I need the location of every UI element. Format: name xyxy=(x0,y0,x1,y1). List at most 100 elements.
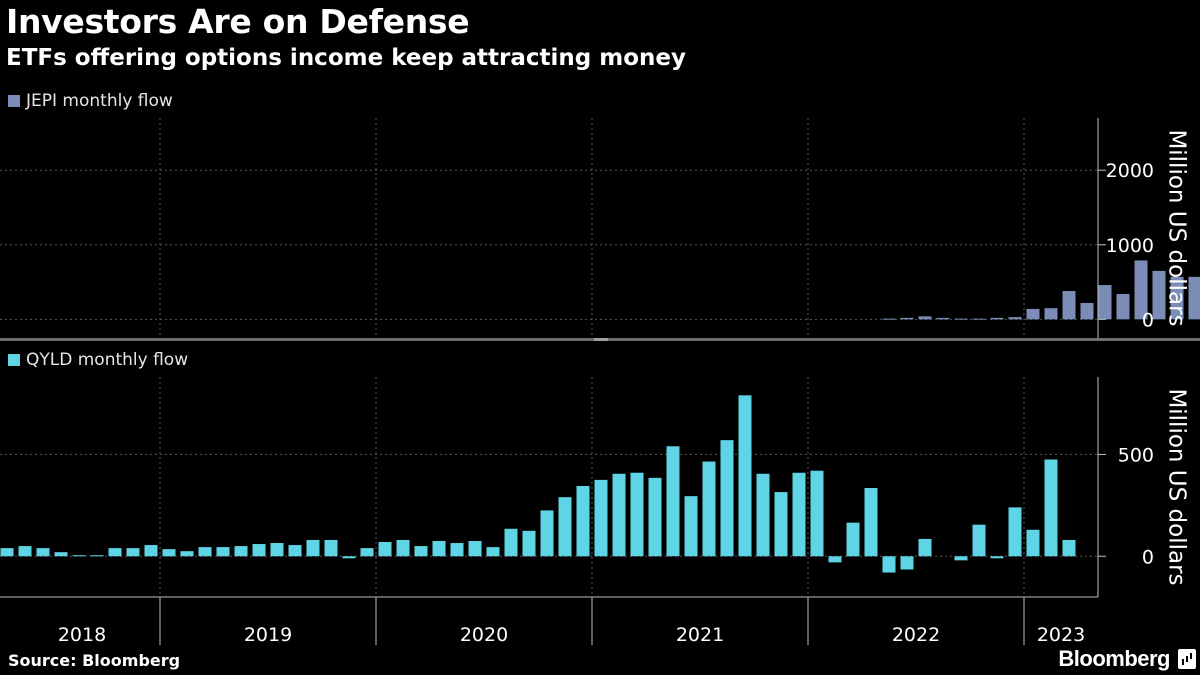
bar-qyld-40 xyxy=(720,440,734,557)
y-axis-title-qyld: Million US dollars xyxy=(1164,388,1190,585)
bar-qyld-10 xyxy=(180,551,194,557)
bar-jepi-49 xyxy=(882,318,896,320)
bar-qyld-13 xyxy=(234,546,248,557)
bar-qyld-51 xyxy=(918,538,932,557)
chart-title: Investors Are on Defense xyxy=(6,2,470,41)
bar-qyld-47 xyxy=(846,522,860,557)
bar-jepi-50 xyxy=(900,317,914,320)
x-tick-label-4: 2022 xyxy=(892,624,940,646)
bar-qyld-24 xyxy=(432,540,446,557)
bar-qyld-50 xyxy=(900,556,914,570)
bar-qyld-32 xyxy=(576,485,590,557)
bar-qyld-53 xyxy=(954,556,968,561)
bar-jepi-59 xyxy=(1062,291,1076,320)
x-tick-label-1: 2019 xyxy=(244,624,292,646)
bar-qyld-9 xyxy=(162,549,176,557)
bar-qyld-48 xyxy=(864,488,878,557)
bar-qyld-58 xyxy=(1044,459,1058,557)
bar-jepi-55 xyxy=(990,317,1004,320)
y-tick-label-jepi-0: 0 xyxy=(1142,309,1154,331)
y-axis-title-jepi: Million US dollars xyxy=(1164,129,1190,326)
y-tick-label-qyld-0: 0 xyxy=(1142,546,1154,568)
bar-qyld-16 xyxy=(288,545,302,557)
bar-qyld-38 xyxy=(684,496,698,557)
bar-jepi-52 xyxy=(936,317,950,320)
legend-jepi: JEPI monthly flow xyxy=(8,91,173,111)
bar-qyld-36 xyxy=(648,477,662,557)
bar-qyld-35 xyxy=(630,472,644,557)
bar-qyld-22 xyxy=(396,539,410,557)
bar-qyld-14 xyxy=(252,544,266,557)
legend-qyld: QYLD monthly flow xyxy=(8,350,188,370)
chart-subtitle: ETFs offering options income keep attrac… xyxy=(6,45,687,71)
bar-qyld-46 xyxy=(828,556,842,563)
bar-jepi-53 xyxy=(954,318,968,320)
x-tick-label-0: 2018 xyxy=(58,624,106,646)
bar-qyld-28 xyxy=(504,528,518,557)
bar-qyld-41 xyxy=(738,395,752,557)
y-tick-label-qyld-1: 500 xyxy=(1118,444,1154,466)
bar-qyld-4 xyxy=(72,555,86,557)
bar-qyld-12 xyxy=(216,547,230,557)
bar-qyld-45 xyxy=(810,470,824,557)
bar-qyld-43 xyxy=(774,492,788,557)
bar-jepi-60 xyxy=(1080,302,1094,320)
bar-qyld-3 xyxy=(54,552,68,557)
bar-jepi-61 xyxy=(1098,285,1112,320)
bar-qyld-44 xyxy=(792,472,806,557)
bar-qyld-23 xyxy=(414,546,428,557)
bar-jepi-57 xyxy=(1026,308,1040,320)
bar-qyld-18 xyxy=(324,539,338,557)
bar-qyld-57 xyxy=(1026,529,1040,557)
bar-qyld-55 xyxy=(990,556,1004,559)
bar-qyld-0 xyxy=(0,548,14,557)
bar-qyld-20 xyxy=(360,548,374,557)
bar-qyld-6 xyxy=(108,548,122,557)
bar-qyld-1 xyxy=(18,546,32,557)
legend-swatch-jepi xyxy=(8,95,20,107)
bar-qyld-49 xyxy=(882,556,896,573)
bar-qyld-42 xyxy=(756,473,770,557)
bar-jepi-51 xyxy=(918,316,932,320)
bar-jepi-65 xyxy=(1170,276,1184,320)
bar-qyld-5 xyxy=(90,555,104,557)
bar-qyld-2 xyxy=(36,548,50,557)
legend-label-jepi: JEPI monthly flow xyxy=(26,91,173,111)
bar-qyld-11 xyxy=(198,547,212,557)
bar-jepi-63 xyxy=(1134,260,1148,320)
bar-qyld-37 xyxy=(666,446,680,557)
bar-jepi-62 xyxy=(1116,294,1130,320)
chart-icon xyxy=(1178,649,1196,669)
legend-swatch-qyld xyxy=(8,354,20,366)
bar-qyld-21 xyxy=(378,542,392,557)
bar-qyld-54 xyxy=(972,524,986,557)
bar-qyld-8 xyxy=(144,545,158,557)
x-tick-label-3: 2021 xyxy=(676,624,724,646)
bar-jepi-66 xyxy=(1188,276,1200,320)
y-tick-label-jepi-1: 1000 xyxy=(1106,235,1154,257)
bar-qyld-19 xyxy=(342,556,356,559)
x-tick-label-2: 2020 xyxy=(460,624,508,646)
divider-handle xyxy=(594,338,608,341)
bar-qyld-56 xyxy=(1008,507,1022,557)
bar-qyld-30 xyxy=(540,510,554,557)
bar-qyld-17 xyxy=(306,539,320,557)
legend-label-qyld: QYLD monthly flow xyxy=(26,350,189,370)
bar-jepi-64 xyxy=(1152,270,1166,320)
y-tick-label-jepi-2: 2000 xyxy=(1106,160,1154,182)
bar-jepi-54 xyxy=(972,318,986,320)
bar-qyld-34 xyxy=(612,473,626,557)
bar-qyld-31 xyxy=(558,497,572,557)
bar-qyld-27 xyxy=(486,547,500,557)
bar-qyld-59 xyxy=(1062,539,1076,557)
bar-qyld-26 xyxy=(468,540,482,557)
bar-jepi-58 xyxy=(1044,308,1058,320)
bar-qyld-39 xyxy=(702,461,716,557)
source-note: Source: Bloomberg xyxy=(8,651,181,670)
bar-qyld-33 xyxy=(594,479,608,557)
bar-qyld-15 xyxy=(270,543,284,557)
bar-qyld-7 xyxy=(126,548,140,557)
x-tick-label-5: 2023 xyxy=(1037,624,1085,646)
bloomberg-logo: Bloomberg xyxy=(1058,646,1170,671)
